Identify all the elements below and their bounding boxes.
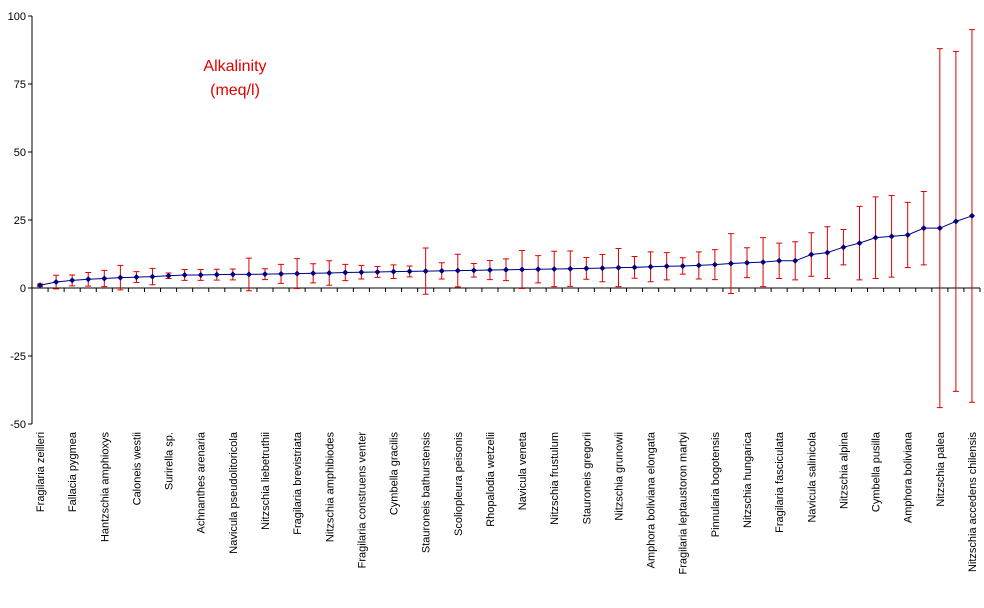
data-point bbox=[904, 231, 911, 238]
data-point bbox=[856, 240, 863, 247]
data-point bbox=[695, 262, 702, 269]
x-tick-label: Nitzschia grunowii bbox=[613, 432, 625, 521]
x-tick-label: Navicula pseudolitoricola bbox=[228, 431, 240, 554]
data-point bbox=[663, 263, 670, 270]
data-point bbox=[792, 257, 799, 264]
data-point bbox=[101, 275, 108, 282]
x-tick-label: Scoliopleura peisonis bbox=[453, 432, 465, 536]
data-point bbox=[744, 259, 751, 266]
x-tick-label: Amphora boliviana elongata bbox=[646, 431, 658, 568]
data-point bbox=[519, 266, 526, 273]
x-tick-label: Stauroneis gregorii bbox=[581, 432, 593, 524]
x-tick-label: Cymbella gracilis bbox=[389, 432, 401, 516]
chart-subtitle: (meq/l) bbox=[210, 82, 260, 99]
data-point bbox=[390, 268, 397, 275]
data-point bbox=[245, 271, 252, 278]
y-tick-label: -25 bbox=[10, 351, 26, 363]
x-tick-label: Fragilaria fasciculata bbox=[774, 431, 786, 533]
data-point bbox=[535, 266, 542, 273]
y-tick-label: -50 bbox=[10, 419, 26, 431]
data-point bbox=[165, 272, 172, 279]
data-point bbox=[936, 225, 943, 232]
data-point bbox=[711, 261, 718, 268]
x-tick-label: Fragilaria brevistriata bbox=[292, 431, 304, 535]
y-tick-label: 100 bbox=[8, 11, 26, 23]
data-point bbox=[133, 274, 140, 281]
y-tick-label: 25 bbox=[14, 215, 26, 227]
data-point bbox=[310, 270, 317, 277]
data-point bbox=[567, 265, 574, 272]
data-point bbox=[631, 264, 638, 271]
x-tick-label: Stauroneis bathurstensis bbox=[421, 432, 433, 554]
data-point bbox=[470, 267, 477, 274]
x-tick-label: Surirella sp. bbox=[164, 432, 176, 490]
data-point bbox=[197, 271, 204, 278]
data-point bbox=[181, 271, 188, 278]
data-point bbox=[53, 279, 60, 286]
data-point bbox=[294, 270, 301, 277]
data-point bbox=[920, 225, 927, 232]
data-point bbox=[261, 271, 268, 278]
x-tick-label: Amphora boliviana bbox=[903, 431, 915, 523]
data-point bbox=[278, 270, 285, 277]
x-tick-label: Achnanthes arenaria bbox=[196, 431, 208, 533]
data-point bbox=[679, 262, 686, 269]
chart-title: Alkalinity bbox=[203, 58, 266, 75]
x-tick-label: Pinnularia bogotensis bbox=[710, 432, 722, 538]
x-tick-label: Nitzschia alpina bbox=[838, 431, 850, 509]
data-point bbox=[117, 274, 124, 281]
data-point bbox=[952, 218, 959, 225]
x-tick-label: Nitzschia palea bbox=[935, 431, 947, 506]
x-tick-label: Nitzschia hungarica bbox=[742, 431, 754, 528]
y-tick-label: 50 bbox=[14, 147, 26, 159]
data-point bbox=[213, 271, 220, 278]
data-point bbox=[149, 273, 156, 280]
data-point bbox=[229, 271, 236, 278]
data-point bbox=[85, 276, 92, 283]
data-point bbox=[37, 282, 44, 289]
data-point bbox=[840, 244, 847, 251]
x-tick-label: Nitzschia frustulum bbox=[549, 432, 561, 525]
x-tick-label: Fragilaria leptaustoron martyi bbox=[678, 432, 690, 574]
data-point bbox=[406, 268, 413, 275]
data-point bbox=[888, 233, 895, 240]
data-point bbox=[503, 266, 509, 273]
data-point bbox=[776, 257, 783, 264]
data-point bbox=[808, 251, 815, 258]
data-point bbox=[326, 270, 333, 277]
x-tick-label: Caloneis westii bbox=[131, 432, 143, 505]
x-tick-label: Cymbella pusilla bbox=[871, 431, 883, 512]
data-point bbox=[551, 265, 558, 272]
x-tick-label: Navicula veneta bbox=[517, 431, 529, 510]
x-tick-label: Fragilaria construens venter bbox=[356, 432, 368, 569]
data-point bbox=[727, 260, 734, 267]
x-tick-label: Rhopalodia wetzelii bbox=[485, 432, 497, 527]
data-point bbox=[486, 267, 493, 274]
x-tick-label: Nitzschia accedens chilensis bbox=[967, 432, 979, 573]
data-point bbox=[872, 234, 879, 241]
data-point bbox=[374, 268, 381, 275]
data-point bbox=[824, 249, 831, 256]
data-point bbox=[438, 267, 445, 274]
x-tick-label: Navicula salinicola bbox=[806, 431, 818, 522]
data-point bbox=[454, 267, 461, 274]
data-point bbox=[615, 264, 622, 271]
data-point bbox=[69, 277, 76, 284]
x-tick-label: Fallacia pygmea bbox=[67, 431, 79, 512]
data-point bbox=[968, 212, 975, 219]
data-point bbox=[422, 268, 429, 275]
data-point bbox=[358, 269, 365, 276]
x-tick-label: Fragilaria zeilleri bbox=[35, 432, 47, 512]
y-tick-label: 75 bbox=[14, 79, 26, 91]
x-tick-label: Hantzschia amphioxys bbox=[99, 432, 111, 543]
x-tick-label: Nitzschia amphibiodes bbox=[324, 432, 336, 543]
data-point bbox=[647, 263, 654, 270]
data-point bbox=[760, 259, 767, 266]
x-tick-label: Nitzschia liebetruthii bbox=[260, 432, 272, 530]
data-point bbox=[342, 269, 349, 276]
data-point bbox=[583, 265, 590, 272]
data-point bbox=[599, 265, 606, 272]
y-tick-label: 0 bbox=[20, 283, 26, 295]
